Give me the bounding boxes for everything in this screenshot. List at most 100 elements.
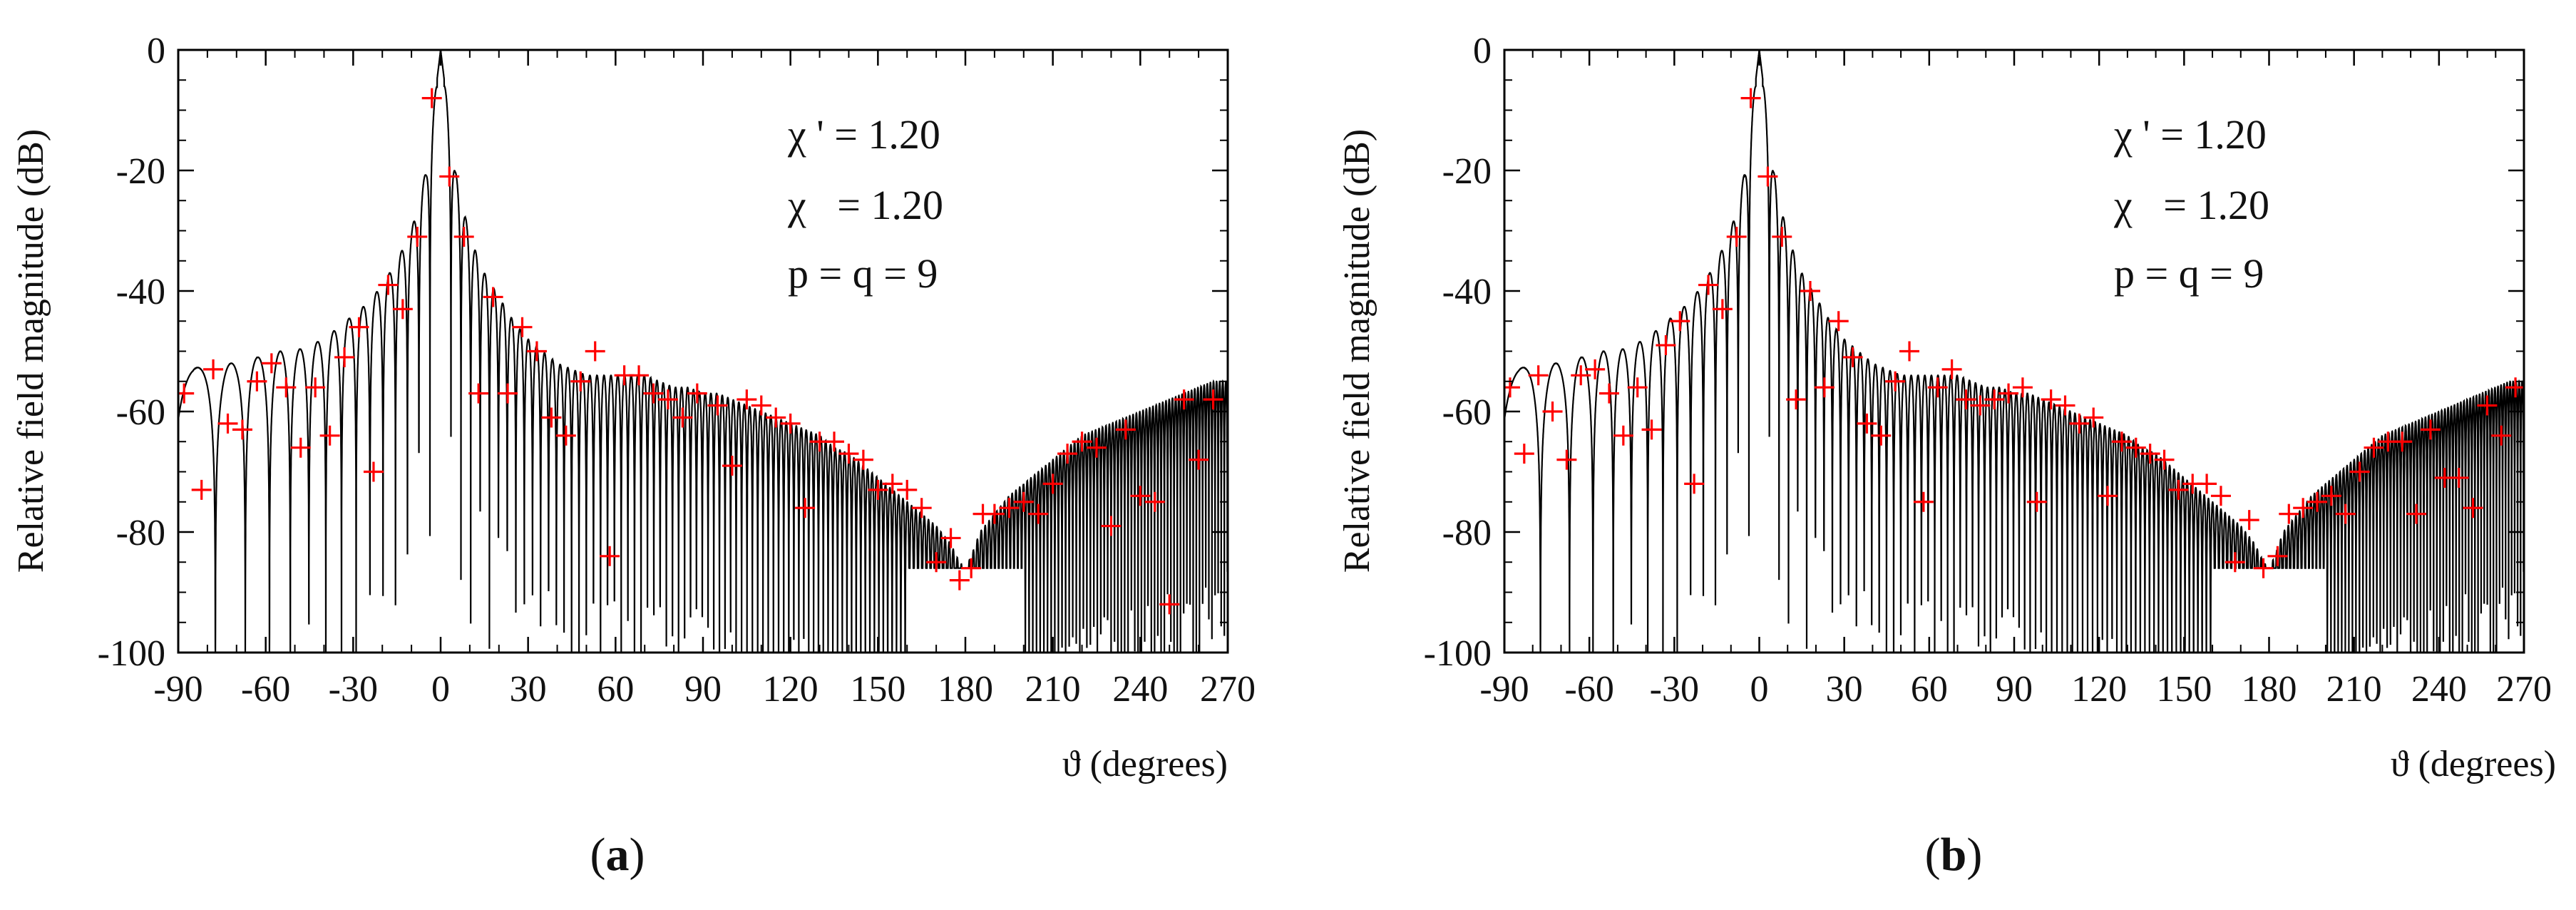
x-tick-label-a-8: 150 [850, 669, 905, 710]
measured-point-a-25 [541, 407, 562, 428]
measured-point-b-34 [1984, 389, 2005, 410]
x-tick-label-b-9: 180 [2242, 669, 2297, 710]
measured-point-b-17 [1740, 88, 1761, 108]
measured-point-a-13 [363, 461, 384, 482]
measured-point-a-53 [949, 570, 970, 591]
measured-point-b-50 [2210, 486, 2231, 506]
measured-point-b-60 [2349, 461, 2370, 482]
measured-point-a-14 [378, 275, 399, 295]
y-tick-label-a-0: 0 [147, 31, 165, 71]
measured-point-a-19 [453, 226, 474, 247]
x-tick-labels-b: -90 -60 -30 0 30 60 90 120 150 180 210 240 270 [1479, 669, 2552, 710]
measured-point-a-67 [1144, 491, 1165, 512]
measured-point-b-64 [2406, 503, 2427, 524]
measured-point-b-26 [1871, 425, 1892, 446]
measured-point-a-7 [276, 377, 297, 398]
y-tick-label-b-3: -60 [1442, 392, 1492, 433]
chart-panel-b: -90 -60 -30 0 30 60 90 120 150 180 210 240 270 0 -20 -… [1337, 31, 2556, 881]
measured-point-a-37 [722, 456, 742, 476]
measured-point-b-49 [2197, 474, 2217, 494]
measured-point-b-54 [2267, 546, 2288, 566]
annotation-chi-prime-b: χ ' = 1.20 [2113, 111, 2267, 158]
measured-point-b-56 [2293, 498, 2314, 518]
measured-point-a-65 [1115, 419, 1136, 440]
x-tick-label-b-3: 0 [1750, 669, 1769, 710]
pattern-curve-a [178, 50, 1228, 653]
measured-point-b-5 [1571, 365, 1591, 386]
measured-point-b-25 [1857, 413, 1877, 434]
y-tick-label-a-1: -20 [116, 151, 165, 192]
measured-point-b-8 [1613, 425, 1633, 446]
pattern-curve-path-a [178, 50, 1228, 653]
x-tick-label-b-2: -30 [1650, 669, 1699, 710]
measured-point-a-60 [1042, 474, 1063, 494]
measured-point-a-8 [290, 437, 311, 458]
annotation-chi-a: χ = 1.20 [787, 182, 943, 228]
measured-point-b-51 [2225, 552, 2245, 573]
measured-point-b-38 [2041, 389, 2061, 410]
measured-point-b-57 [2307, 491, 2328, 512]
measured-point-b-12 [1670, 311, 1690, 332]
measured-point-a-1 [191, 479, 212, 500]
measured-point-b-67 [2448, 467, 2469, 488]
measured-point-a-47 [868, 479, 888, 500]
measured-point-a-16 [407, 226, 428, 247]
measured-point-a-39 [751, 395, 771, 416]
measured-point-b-46 [2154, 449, 2175, 470]
measured-point-b-65 [2420, 419, 2441, 440]
measured-point-a-68 [1159, 594, 1180, 615]
measured-point-a-29 [600, 546, 620, 566]
measured-point-b-53 [2253, 558, 2274, 578]
axis-ticks-b [1503, 48, 2525, 654]
measured-point-a-70 [1189, 449, 1209, 470]
measured-point-a-27 [570, 371, 591, 392]
measured-point-b-19 [1772, 226, 1792, 247]
measured-point-a-38 [737, 389, 757, 410]
measured-point-a-56 [984, 503, 1005, 524]
measured-point-b-6 [1585, 359, 1606, 379]
measured-point-b-15 [1712, 299, 1733, 319]
x-tick-label-a-10: 210 [1025, 669, 1081, 710]
x-tick-label-b-11: 240 [2411, 669, 2467, 710]
x-tick-label-a-5: 60 [597, 669, 634, 710]
measured-point-a-17 [421, 88, 442, 108]
measured-point-a-54 [961, 558, 982, 578]
x-tick-label-b-8: 150 [2156, 669, 2212, 710]
y-axis-label-a: Relative field magnitude (dB) [11, 129, 51, 573]
measured-point-a-33 [657, 389, 678, 410]
measured-point-a-31 [629, 365, 650, 386]
measured-point-a-66 [1130, 486, 1151, 506]
measured-point-a-61 [1057, 444, 1078, 464]
measured-markers-b [1504, 88, 2524, 578]
measured-point-a-62 [1072, 431, 1092, 452]
measured-point-a-58 [1013, 491, 1034, 512]
measured-point-b-31 [1941, 359, 1962, 379]
measured-point-a-9 [305, 377, 326, 398]
measured-point-b-39 [2055, 395, 2075, 416]
measured-point-a-50 [911, 498, 932, 518]
y-tick-label-b-1: -20 [1442, 151, 1492, 192]
measured-point-b-13 [1684, 474, 1705, 494]
measured-point-b-36 [2012, 377, 2033, 398]
measured-point-a-40 [766, 407, 786, 428]
measured-point-a-63 [1087, 437, 1107, 458]
caption-letter-a: a [606, 829, 630, 881]
measured-point-a-24 [526, 341, 547, 362]
x-tick-label-b-7: 120 [2071, 669, 2127, 710]
y-tick-label-a-3: -60 [116, 392, 165, 433]
measured-point-b-58 [2321, 486, 2341, 506]
measured-point-b-27 [1885, 371, 1906, 392]
measured-point-a-6 [261, 353, 282, 374]
measured-point-a-45 [838, 444, 859, 464]
caption-a: (a) [590, 829, 645, 881]
chart-panel-a: -90 -60 -30 0 30 60 90 120 150 180 210 240 270 0 -20 -… [11, 31, 1256, 881]
y-axis-label-b: Relative field magnitude (dB) [1337, 129, 1377, 573]
measured-point-b-4 [1556, 449, 1577, 470]
x-axis-label-b: ϑ (degrees) [2391, 744, 2556, 784]
measured-markers-a [178, 88, 1223, 615]
measured-point-a-36 [707, 395, 728, 416]
measured-point-a-15 [392, 299, 413, 319]
measured-point-a-28 [585, 341, 605, 362]
measured-point-a-71 [1203, 389, 1223, 410]
